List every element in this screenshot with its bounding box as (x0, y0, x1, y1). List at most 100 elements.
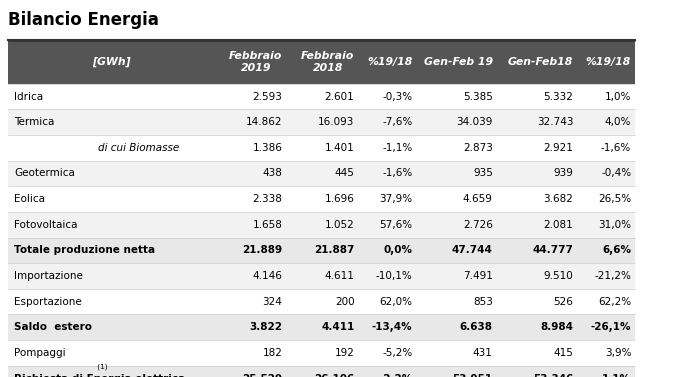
Bar (8, 135, 635, 161)
Text: -21,2%: -21,2% (594, 271, 631, 281)
Text: -2,2%: -2,2% (379, 374, 412, 377)
Text: 62,2%: 62,2% (598, 297, 631, 307)
Text: 1,1%: 1,1% (603, 374, 631, 377)
Text: 2.726: 2.726 (463, 220, 493, 230)
Text: 62,0%: 62,0% (380, 297, 412, 307)
Text: Febbraio
2019: Febbraio 2019 (229, 51, 282, 73)
Text: 0,0%: 0,0% (384, 245, 412, 255)
Bar (8, 84, 635, 109)
Bar (8, 263, 635, 289)
Bar (8, 186, 635, 212)
Text: 192: 192 (335, 348, 354, 358)
Text: Fotovoltaica: Fotovoltaica (14, 220, 78, 230)
Bar (8, 212, 635, 238)
Text: Bilancio Energia: Bilancio Energia (8, 11, 159, 29)
Text: 3,9%: 3,9% (605, 348, 631, 358)
Bar (8, 161, 635, 186)
Text: -13,4%: -13,4% (372, 322, 412, 332)
Text: 16.093: 16.093 (318, 117, 354, 127)
Text: -7,6%: -7,6% (382, 117, 412, 127)
Text: 853: 853 (473, 297, 493, 307)
Text: 53.951: 53.951 (453, 374, 493, 377)
Text: %19/18: %19/18 (367, 57, 412, 67)
Text: 939: 939 (554, 169, 573, 178)
Text: %19/18: %19/18 (586, 57, 631, 67)
Text: 34.039: 34.039 (456, 117, 493, 127)
Text: Pompaggi: Pompaggi (14, 348, 66, 358)
Text: 1.386: 1.386 (252, 143, 282, 153)
Text: Importazione: Importazione (14, 271, 83, 281)
Text: 1.052: 1.052 (324, 220, 354, 230)
Text: 21.887: 21.887 (314, 245, 354, 255)
Text: Eolica: Eolica (14, 194, 45, 204)
Text: 4,0%: 4,0% (605, 117, 631, 127)
Bar (8, 238, 635, 263)
Bar (8, 314, 635, 340)
Text: 31,0%: 31,0% (598, 220, 631, 230)
Text: 57,6%: 57,6% (380, 220, 412, 230)
Text: 9.510: 9.510 (543, 271, 573, 281)
Text: 2.873: 2.873 (463, 143, 493, 153)
Text: 25.529: 25.529 (243, 374, 282, 377)
Text: 44.777: 44.777 (533, 245, 573, 255)
Text: 5.385: 5.385 (463, 92, 493, 101)
Text: -26,1%: -26,1% (591, 322, 631, 332)
Text: -1,6%: -1,6% (601, 143, 631, 153)
Text: 32.743: 32.743 (537, 117, 573, 127)
Text: 445: 445 (335, 169, 354, 178)
Text: 2.081: 2.081 (543, 220, 573, 230)
Text: 2.601: 2.601 (324, 92, 354, 101)
Text: 1.401: 1.401 (324, 143, 354, 153)
Text: 324: 324 (263, 297, 282, 307)
Bar (8, 109, 635, 135)
Text: 26,5%: 26,5% (598, 194, 631, 204)
Text: Esportazione: Esportazione (14, 297, 82, 307)
Text: 47.744: 47.744 (452, 245, 493, 255)
Text: 37,9%: 37,9% (380, 194, 412, 204)
Text: 7.491: 7.491 (463, 271, 493, 281)
Text: 3.682: 3.682 (543, 194, 573, 204)
Text: 14.862: 14.862 (246, 117, 282, 127)
Text: 2.921: 2.921 (543, 143, 573, 153)
Text: 4.611: 4.611 (324, 271, 354, 281)
Text: 4.146: 4.146 (252, 271, 282, 281)
Text: [GWh]: [GWh] (92, 57, 131, 67)
Bar (8, 40, 635, 84)
Text: 53.346: 53.346 (533, 374, 573, 377)
Text: 431: 431 (473, 348, 493, 358)
Text: -1,1%: -1,1% (382, 143, 412, 153)
Text: -0,3%: -0,3% (382, 92, 412, 101)
Text: Gen-Feb 19: Gen-Feb 19 (424, 57, 493, 67)
Text: Geotermica: Geotermica (14, 169, 75, 178)
Text: 3.822: 3.822 (250, 322, 282, 332)
Text: 5.332: 5.332 (543, 92, 573, 101)
Text: Idrica: Idrica (14, 92, 43, 101)
Text: (1): (1) (95, 364, 107, 370)
Text: 415: 415 (554, 348, 573, 358)
Text: 4.411: 4.411 (321, 322, 354, 332)
Text: 26.106: 26.106 (314, 374, 354, 377)
Text: 182: 182 (263, 348, 282, 358)
Text: Gen-Feb18: Gen-Feb18 (507, 57, 573, 67)
Text: -10,1%: -10,1% (375, 271, 412, 281)
Text: -0,4%: -0,4% (601, 169, 631, 178)
Text: 2.338: 2.338 (252, 194, 282, 204)
Text: 526: 526 (554, 297, 573, 307)
Text: 438: 438 (263, 169, 282, 178)
Text: 1.658: 1.658 (252, 220, 282, 230)
Text: -1,6%: -1,6% (382, 169, 412, 178)
Text: di cui Biomasse: di cui Biomasse (98, 143, 179, 153)
Bar (8, 289, 635, 314)
Text: 8.984: 8.984 (540, 322, 573, 332)
Text: 1.696: 1.696 (324, 194, 354, 204)
Text: 200: 200 (335, 297, 354, 307)
Text: Febbraio
2018: Febbraio 2018 (301, 51, 354, 73)
Text: 6.638: 6.638 (460, 322, 493, 332)
Text: -5,2%: -5,2% (382, 348, 412, 358)
Text: Saldo  estero: Saldo estero (14, 322, 92, 332)
Bar (8, 340, 635, 366)
Text: Totale produzione netta: Totale produzione netta (14, 245, 155, 255)
Text: 6,6%: 6,6% (603, 245, 631, 255)
Text: Termica: Termica (14, 117, 55, 127)
Text: 2.593: 2.593 (252, 92, 282, 101)
